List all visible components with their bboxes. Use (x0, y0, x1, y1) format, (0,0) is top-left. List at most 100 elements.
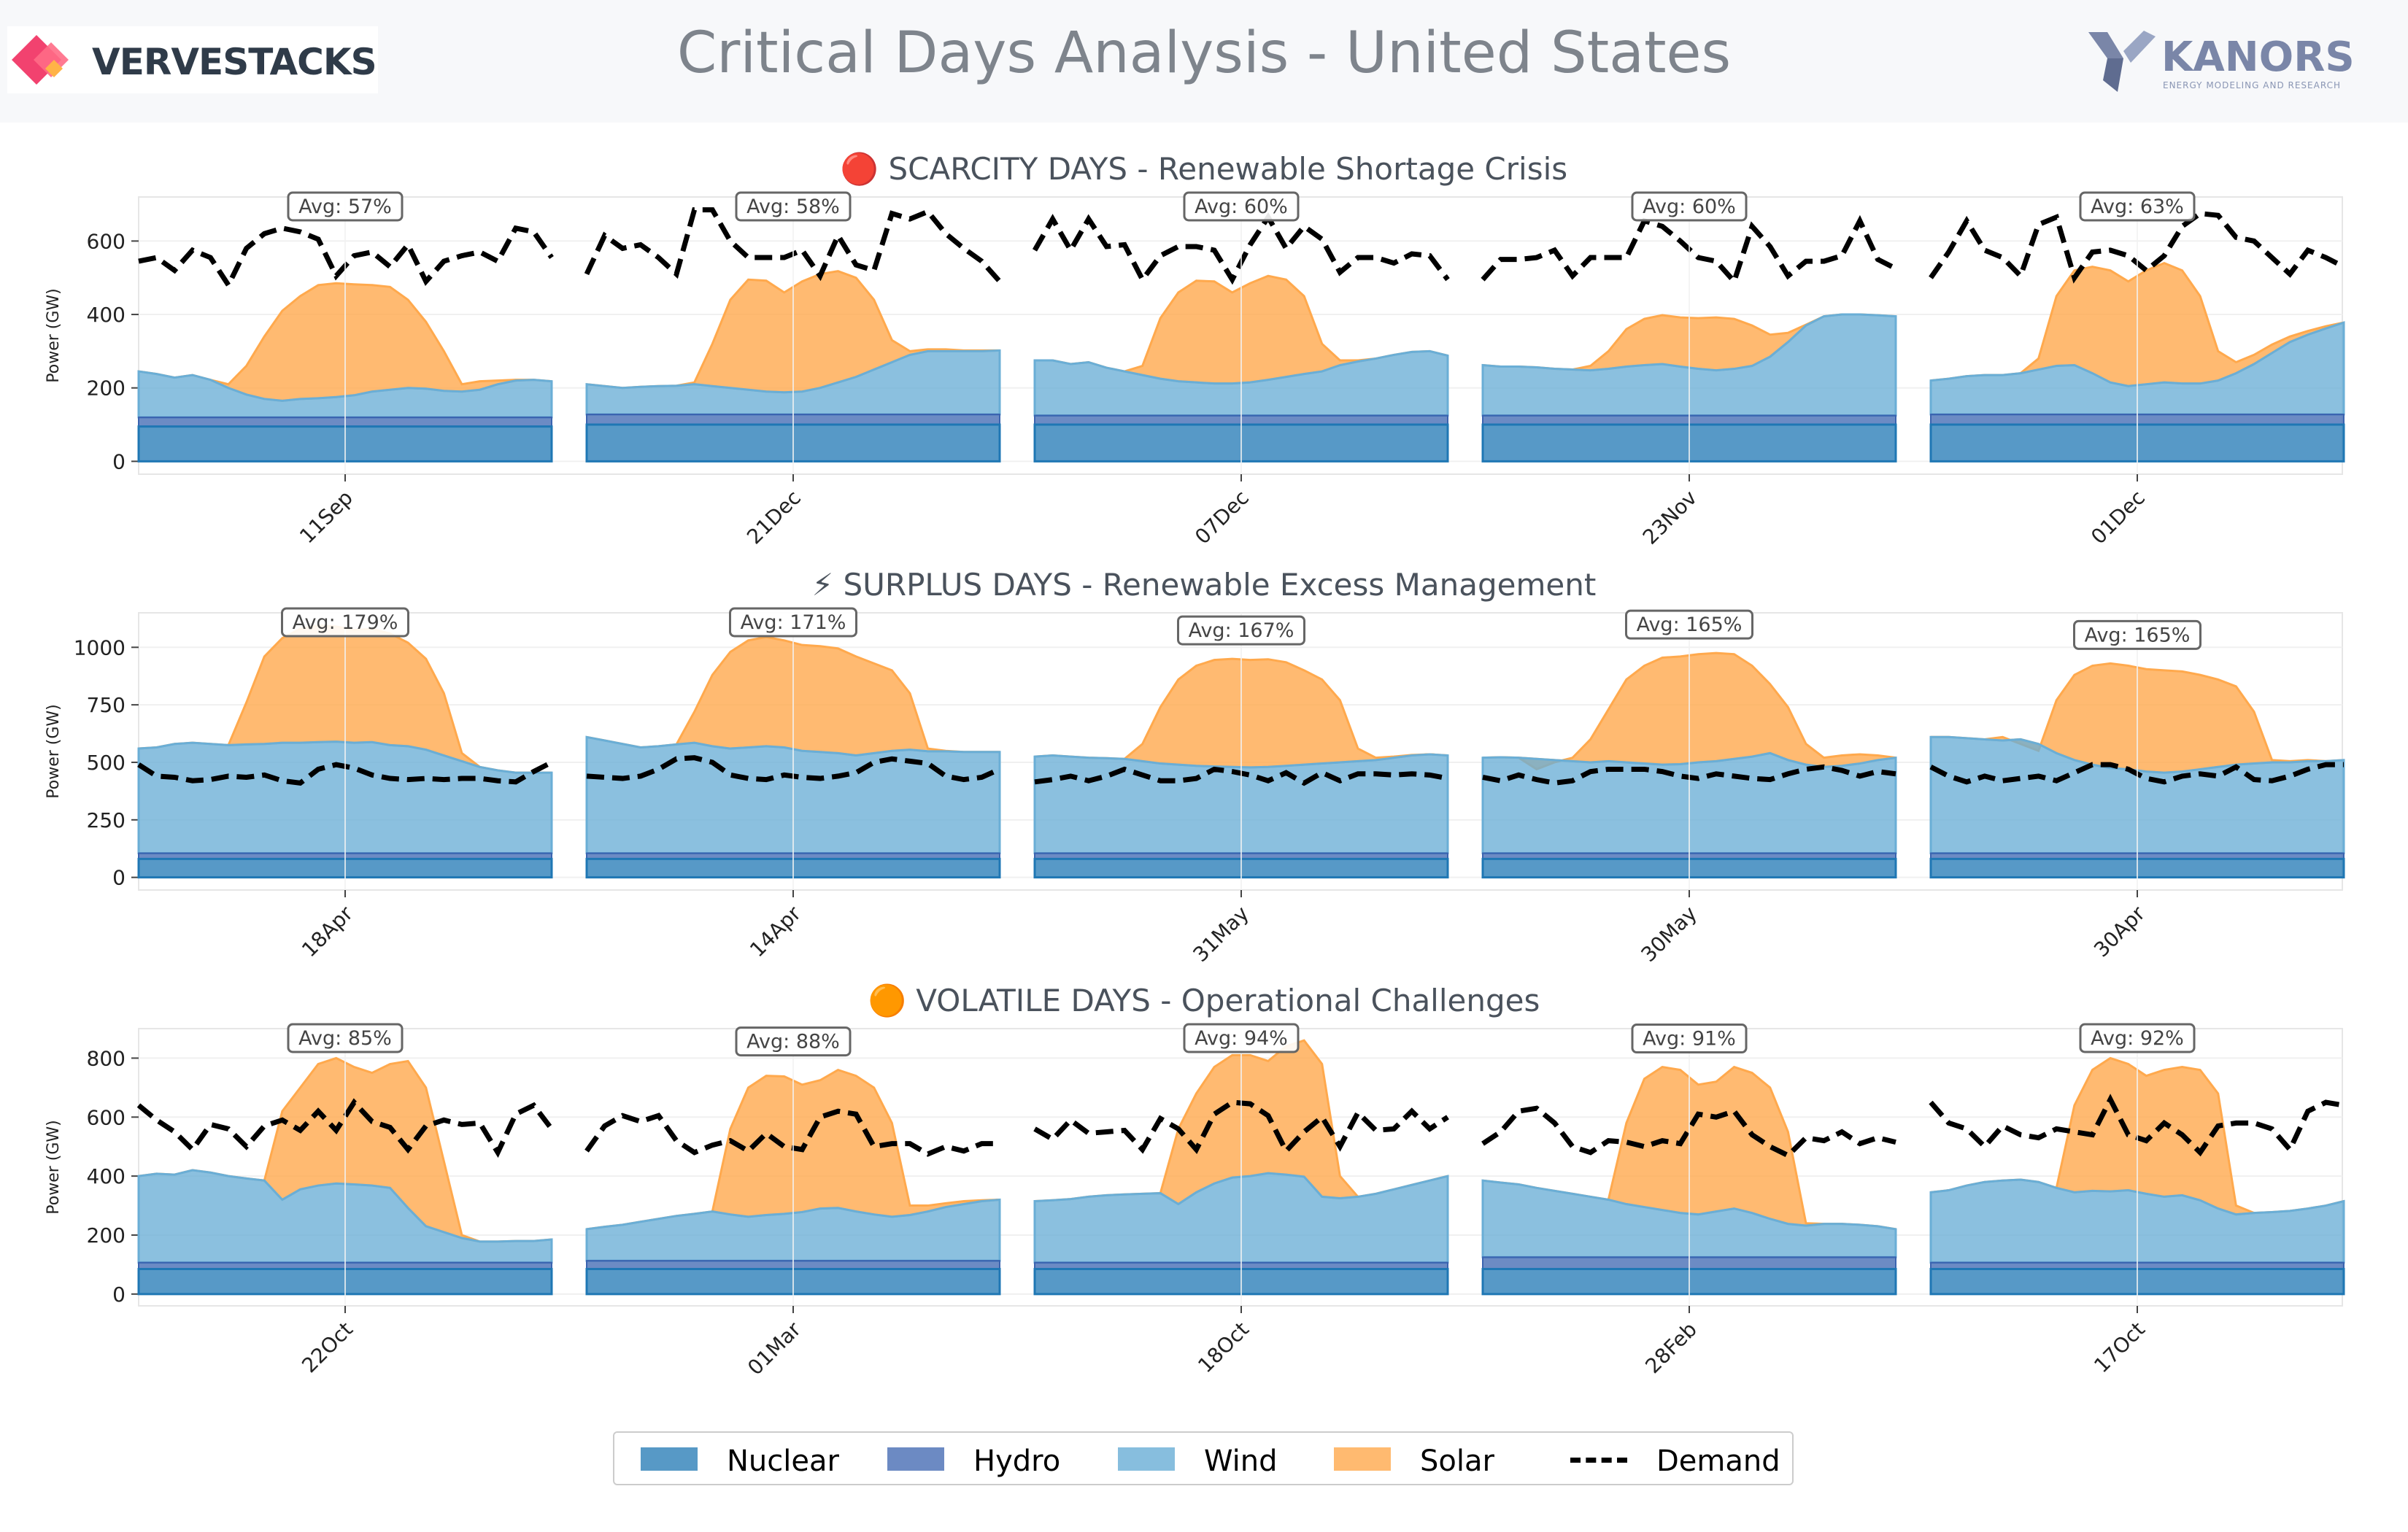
avg-label: Avg: 94% (1195, 1027, 1288, 1050)
avg-label: Avg: 179% (293, 611, 398, 634)
day-group-17Oct: 17Oct Avg: 92% (1929, 1023, 2345, 1378)
x-tick-label: 30May (1636, 902, 1701, 967)
x-tick-label: 22Oct (297, 1318, 358, 1378)
kanors-logo: KANORS ENERGY MODELING AND RESEARCH (2085, 29, 2392, 95)
avg-badge (729, 607, 857, 638)
y-tick-label: 0 (112, 1283, 126, 1307)
y-tick-label: 500 (87, 751, 126, 775)
y-tick-label: 1000 (74, 635, 126, 659)
y-tick-label: 400 (87, 1164, 126, 1188)
avg-label: Avg: 60% (1195, 196, 1288, 218)
avg-badge (735, 1026, 852, 1057)
day-group-07Dec: 07Dec Avg: 60% (1032, 191, 1450, 549)
day-group-30May: 30May Avg: 165% (1481, 609, 1897, 967)
avg-label: Avg: 92% (2091, 1027, 2184, 1050)
avg-badge (2079, 191, 2196, 222)
y-axis-label: Power (GW) (45, 288, 63, 382)
legend-swatch-wind (1118, 1447, 1175, 1471)
avg-label: Avg: 171% (741, 611, 846, 634)
legend: Nuclear Hydro Wind Solar Demand (613, 1431, 1794, 1485)
legend-label-demand: Demand (1656, 1444, 1780, 1478)
kanors-logo-tagline: ENERGY MODELING AND RESEARCH (2163, 80, 2341, 90)
day-group-18Oct: 18Oct Avg: 94% (1033, 1023, 1449, 1378)
avg-label: Avg: 60% (1643, 196, 1736, 218)
avg-badge (1183, 1023, 1300, 1053)
vervestacks-logo-icon (12, 35, 69, 85)
x-tick-label: 31May (1188, 902, 1253, 967)
day-group-23Nov: 23Nov Avg: 60% (1481, 191, 1897, 549)
avg-label: Avg: 165% (2085, 624, 2191, 646)
avg-label: Avg: 85% (298, 1027, 392, 1050)
demand-line (136, 1098, 554, 1158)
avg-badge (2073, 619, 2201, 650)
panel-title: ⚡ SURPLUS DAYS - Renewable Excess Manage… (812, 567, 1597, 603)
x-tick-label: 01Dec (2086, 486, 2150, 549)
panel-2: 🟠 VOLATILE DAYS - Operational Challenges… (45, 983, 2345, 1380)
legend-swatch-solar (1334, 1447, 1391, 1471)
day-group-14Apr: 14Apr Avg: 171% (585, 607, 1001, 962)
y-tick-label: 0 (112, 866, 126, 890)
avg-badge (287, 191, 404, 222)
vervestacks-logo: VERVESTACKS (7, 26, 378, 93)
y-tick-label: 250 (87, 808, 126, 832)
x-tick-label: 21Dec (742, 486, 806, 549)
y-tick-label: 750 (87, 693, 126, 717)
panel-0: 🔴 SCARCITY DAYS - Renewable Shortage Cri… (45, 151, 2345, 549)
demand-line (1481, 1105, 1896, 1159)
day-group-31May: 31May Avg: 167% (1033, 613, 1449, 967)
x-tick-label: 30Apr (2089, 901, 2150, 962)
legend-swatch-hydro (887, 1447, 944, 1471)
y-axis-label: Power (GW) (45, 1120, 63, 1214)
y-tick-label: 200 (87, 376, 126, 401)
x-tick-label: 01Mar (743, 1317, 806, 1380)
avg-badge (287, 1023, 404, 1053)
day-group-11Sep: 11Sep Avg: 57% (137, 191, 554, 549)
x-tick-label: 14Apr (745, 901, 806, 962)
x-tick-label: 28Feb (1640, 1318, 1702, 1379)
x-tick-label: 11Sep (295, 486, 358, 549)
y-tick-label: 600 (87, 1105, 126, 1129)
vervestacks-logo-text: VERVESTACKS (92, 41, 377, 83)
y-tick-label: 0 (112, 449, 126, 473)
y-tick-label: 400 (87, 303, 126, 327)
x-tick-label: 23Nov (1638, 486, 1702, 549)
legend-swatch-nuclear (641, 1447, 698, 1471)
page-title: Critical Days Analysis - United States (676, 20, 1732, 86)
avg-badge (1183, 191, 1300, 222)
avg-label: Avg: 58% (746, 196, 840, 218)
panel-title: 🟠 VOLATILE DAYS - Operational Challenges (868, 983, 1540, 1018)
x-tick-label: 18Apr (297, 901, 358, 962)
avg-badge (2079, 1023, 2196, 1053)
legend-label-hydro: Hydro (973, 1444, 1061, 1478)
y-tick-label: 600 (87, 229, 126, 253)
legend-label-nuclear: Nuclear (727, 1444, 839, 1478)
kanors-logo-icon (2088, 31, 2156, 92)
avg-label: Avg: 88% (746, 1031, 840, 1053)
avg-badge (1631, 1024, 1748, 1054)
avg-label: Avg: 167% (1189, 619, 1294, 642)
legend-swatch-demand (1570, 1458, 1627, 1463)
avg-badge (1177, 615, 1305, 646)
legend-label-wind: Wind (1204, 1444, 1278, 1478)
y-tick-label: 200 (87, 1223, 126, 1247)
x-tick-label: 17Oct (2089, 1318, 2150, 1378)
avg-label: Avg: 165% (1637, 614, 1743, 636)
header-bar: VERVESTACKS Critical Days Analysis - Uni… (0, 0, 2408, 123)
avg-label: Avg: 63% (2091, 196, 2184, 218)
day-group-01Mar: 01Mar Avg: 88% (584, 1026, 1001, 1380)
x-tick-label: 07Dec (1190, 486, 1254, 549)
legend-label-solar: Solar (1420, 1444, 1494, 1478)
y-tick-label: 800 (87, 1046, 126, 1070)
avg-badge (1625, 609, 1753, 640)
avg-label: Avg: 57% (298, 196, 392, 218)
kanors-logo-text: KANORS (2161, 34, 2355, 81)
x-tick-label: 18Oct (1193, 1318, 1254, 1378)
avg-badge (1631, 191, 1748, 222)
panel-title: 🔴 SCARCITY DAYS - Renewable Shortage Cri… (841, 151, 1567, 187)
avg-label: Avg: 91% (1643, 1028, 1736, 1051)
avg-badge (281, 607, 409, 638)
panel-1: ⚡ SURPLUS DAYS - Renewable Excess Manage… (45, 567, 2345, 967)
y-axis-label: Power (GW) (45, 704, 63, 798)
avg-badge (735, 191, 852, 222)
